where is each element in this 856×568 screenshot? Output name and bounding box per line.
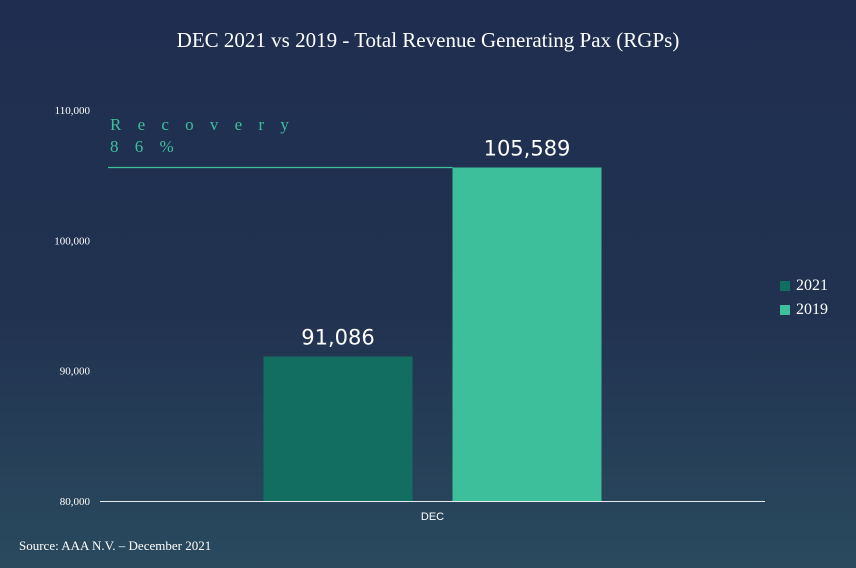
bar-2021 xyxy=(263,356,413,501)
chart-title: DEC 2021 vs 2019 - Total Revenue Generat… xyxy=(176,28,680,52)
y-tick-label: 80,000 xyxy=(60,496,91,508)
legend-swatch-2021 xyxy=(780,281,790,291)
y-tick-label: 110,000 xyxy=(55,105,91,117)
bar-2019 xyxy=(452,167,602,501)
y-tick-label: 100,000 xyxy=(54,235,90,247)
legend-label-2021: 2021 xyxy=(796,277,828,294)
data-label-2019: 105,589 xyxy=(484,136,571,160)
legend: 2021 2019 xyxy=(780,274,828,322)
legend-swatch-2019 xyxy=(780,305,790,315)
y-tick-label: 90,000 xyxy=(60,366,91,378)
recovery-percent: 8 6 % xyxy=(110,137,180,156)
data-label-2021: 91,086 xyxy=(301,326,374,350)
legend-item-2021: 2021 xyxy=(780,274,828,298)
source-note: Source: AAA N.V. – December 2021 xyxy=(19,538,212,553)
x-category-label: DEC xyxy=(421,511,444,523)
legend-item-2019: 2019 xyxy=(780,298,828,322)
legend-label-2019: 2019 xyxy=(796,301,828,318)
recovery-label: R e c o v e r y xyxy=(110,115,295,134)
